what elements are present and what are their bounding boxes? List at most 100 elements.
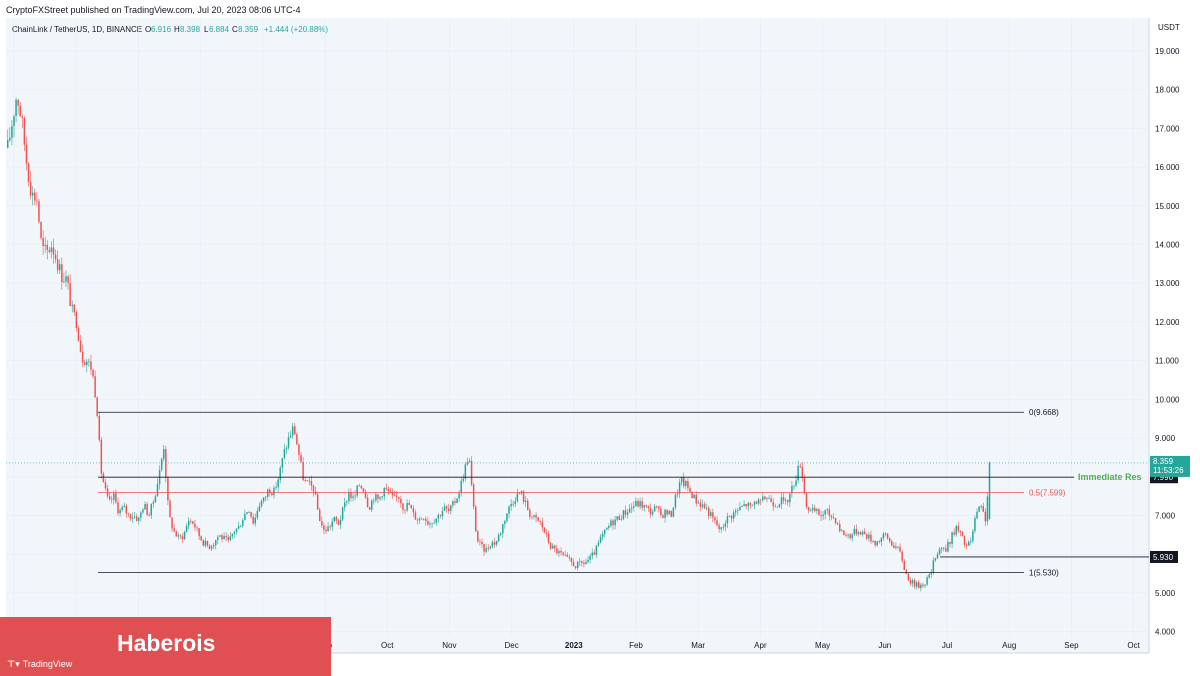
candle <box>150 503 153 519</box>
time-tick-label: May <box>815 641 830 650</box>
candle-body <box>907 573 910 581</box>
candle <box>801 461 804 482</box>
candle <box>144 501 146 510</box>
candle-body <box>73 304 76 313</box>
candle <box>728 515 731 517</box>
candle <box>414 509 417 520</box>
candle-body <box>737 510 739 511</box>
candle-body <box>316 494 319 510</box>
candle-body <box>710 512 712 517</box>
candle <box>212 542 215 550</box>
candle <box>986 492 989 526</box>
candle <box>300 451 302 463</box>
candle <box>624 505 627 518</box>
candle <box>970 537 972 546</box>
candle-body <box>279 467 281 480</box>
candle-body <box>705 507 708 509</box>
candle-body <box>50 247 53 252</box>
candle-body <box>780 497 783 505</box>
candle <box>683 472 685 489</box>
candle <box>418 516 421 524</box>
candle <box>870 530 872 545</box>
candle <box>653 504 656 512</box>
candle-body <box>86 361 88 366</box>
candle <box>739 502 741 511</box>
candle <box>454 497 456 506</box>
candle <box>423 518 425 521</box>
candle <box>749 501 752 509</box>
candle-body <box>855 528 858 535</box>
candle <box>31 186 34 206</box>
candle-body <box>248 512 250 513</box>
candle <box>587 556 589 564</box>
candle <box>610 518 612 528</box>
candle-body <box>730 515 733 519</box>
candle-body <box>768 498 770 500</box>
candle-body <box>828 509 831 516</box>
candle-body <box>965 544 968 546</box>
candle <box>90 354 92 375</box>
candle-body <box>986 496 989 522</box>
candle-body <box>387 488 390 492</box>
candle <box>472 482 475 510</box>
candle-body <box>764 496 766 500</box>
candle <box>40 221 42 241</box>
candle-body <box>685 481 687 486</box>
candle <box>489 545 492 550</box>
price-tick-label: 4.000 <box>1155 628 1176 637</box>
candle <box>371 499 373 513</box>
candle-body <box>262 497 265 502</box>
time-tick-label: Sep <box>1064 641 1079 650</box>
candle <box>735 508 737 517</box>
candle-body <box>683 477 685 486</box>
candle-body <box>655 506 658 508</box>
candle-body <box>96 397 98 416</box>
candle <box>737 507 739 516</box>
candle-body <box>631 507 633 509</box>
candle-body <box>988 462 991 519</box>
candle <box>897 546 899 550</box>
candle <box>13 114 15 138</box>
candle-body <box>447 508 450 511</box>
candle <box>855 524 858 537</box>
candle <box>976 508 978 520</box>
candle-body <box>678 482 681 494</box>
candle-body <box>784 499 787 501</box>
candle-body <box>81 351 84 363</box>
candle-body <box>811 507 814 511</box>
candle-body <box>127 513 130 515</box>
candle-body <box>212 545 215 547</box>
candle <box>312 484 315 497</box>
candle <box>957 521 960 534</box>
candle <box>539 520 541 526</box>
candle <box>891 539 893 547</box>
candle-body <box>287 437 290 448</box>
candle <box>194 519 196 531</box>
currency-label: USDT <box>1158 23 1180 32</box>
candle <box>208 543 211 550</box>
candle <box>210 544 213 552</box>
candle <box>980 504 982 510</box>
candle <box>722 523 725 531</box>
candle <box>512 500 514 508</box>
candle <box>427 516 429 527</box>
candle <box>48 247 51 254</box>
candle-body <box>371 500 373 510</box>
candle-body <box>909 580 912 584</box>
candle-body <box>183 531 186 540</box>
candle <box>239 524 242 527</box>
candle-body <box>495 541 498 545</box>
publisher-line: CryptoFXStreet published on TradingView.… <box>6 5 301 15</box>
candle <box>558 548 560 558</box>
candle-body <box>728 515 731 517</box>
candle-body <box>77 328 80 341</box>
candle-body <box>809 510 812 511</box>
candle-body <box>337 520 340 525</box>
candle-body <box>200 536 202 541</box>
candle-body <box>622 510 625 520</box>
candle-body <box>932 560 935 573</box>
candle-body <box>714 517 716 521</box>
candle-body <box>893 545 895 548</box>
candle <box>479 538 481 546</box>
